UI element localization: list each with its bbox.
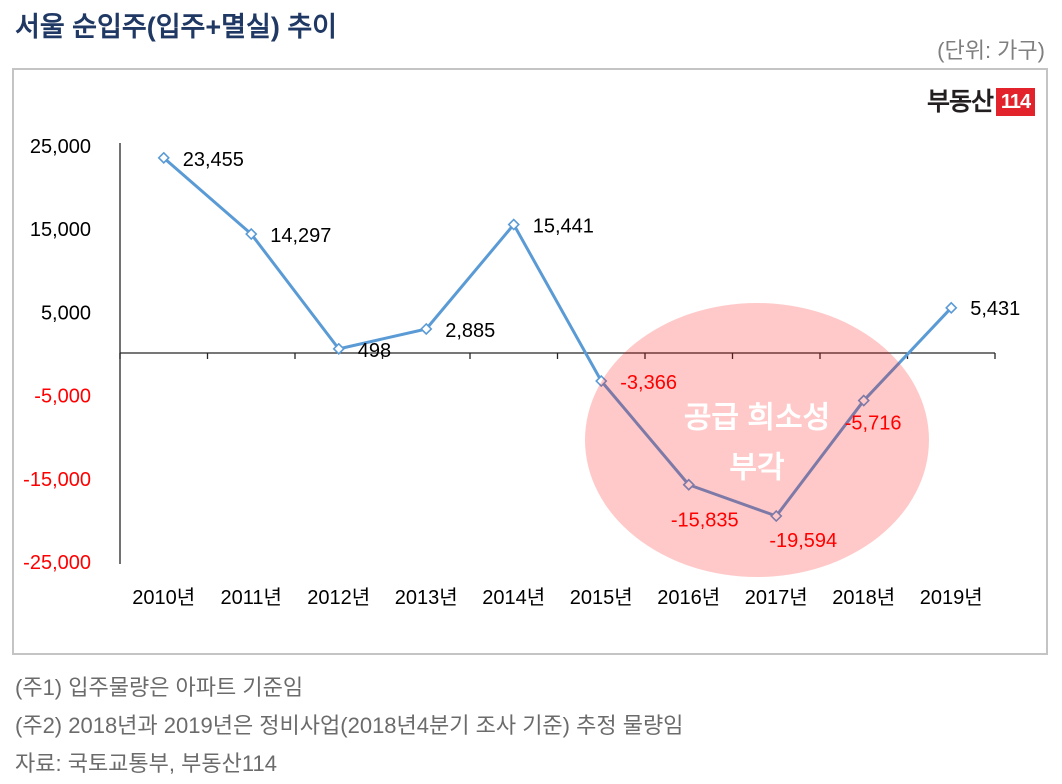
footnote-2: (주2) 2018년과 2019년은 정비사업(2018년4분기 조사 기준) … — [15, 713, 684, 738]
unit-label: (단위: 가구) — [937, 38, 1045, 63]
brand-logo: 부동산 114 — [927, 88, 1035, 116]
logo-badge: 114 — [996, 88, 1035, 116]
logo-wordmark: 부동산 — [926, 88, 994, 116]
source-note: 자료: 국토교통부, 부동산114 — [15, 751, 277, 776]
chart-frame — [12, 68, 1048, 655]
footnote-1: (주1) 입주물량은 아파트 기준임 — [15, 675, 304, 700]
chart-title: 서울 순입주(입주+멸실) 추이 — [15, 12, 337, 42]
